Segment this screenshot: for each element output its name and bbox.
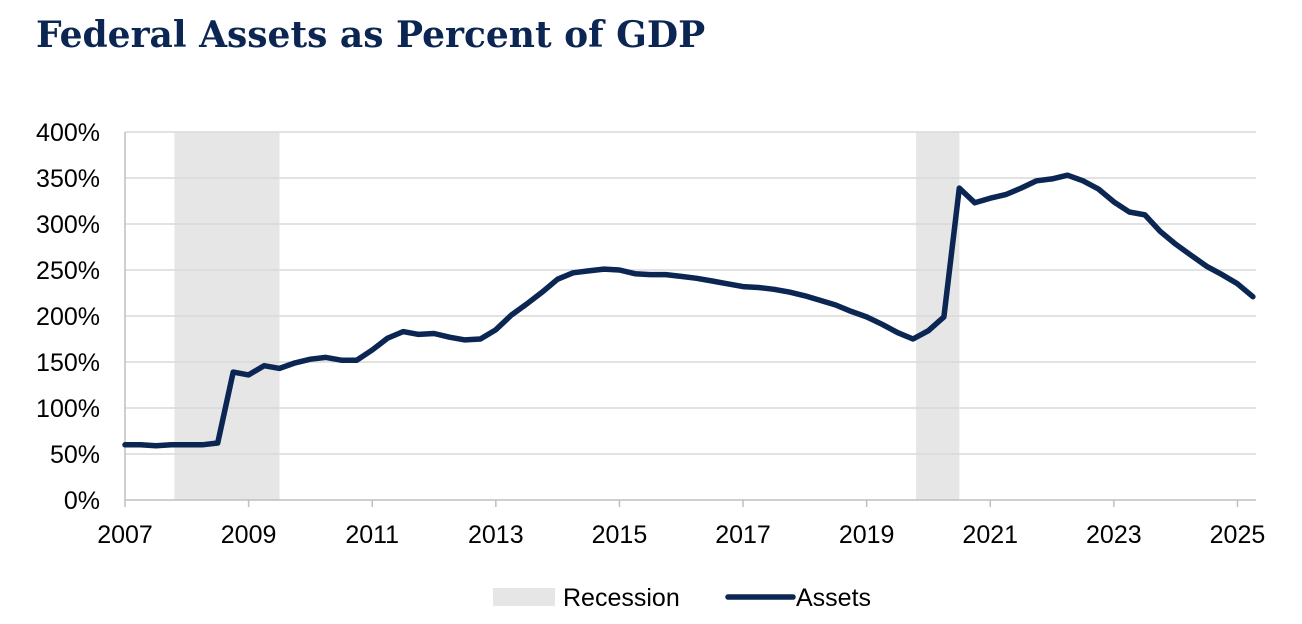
x-tick-label: 2013: [468, 521, 524, 549]
legend-recession-label: Recession: [563, 584, 680, 612]
y-tick-label: 350%: [36, 165, 100, 193]
x-tick-label: 2009: [221, 521, 277, 549]
y-tick-label: 0%: [64, 487, 100, 515]
gridlines: [125, 131, 1256, 455]
y-tick-label: 300%: [36, 211, 100, 239]
y-tick-label: 400%: [36, 119, 100, 147]
x-tick-label: 2023: [1086, 521, 1142, 549]
legend: Recession Assets: [493, 584, 871, 612]
series-layer: [122, 172, 1256, 449]
chart-title: Federal Assets as Percent of GDP: [36, 14, 706, 56]
y-tick-label: 250%: [36, 257, 100, 285]
y-tick-label: 150%: [36, 349, 100, 377]
legend-recession-swatch: [493, 588, 555, 606]
x-tick-label: 2021: [962, 521, 1018, 549]
x-tick-label: 2015: [592, 521, 648, 549]
y-tick-label: 100%: [36, 395, 100, 423]
legend-assets-label: Assets: [796, 584, 871, 612]
series-line-assets: [122, 172, 1256, 449]
x-tick-label: 2025: [1210, 521, 1266, 549]
axes: 0% 50% 100% 150% 200% 250% 300% 350% 400% 2007 200…: [36, 119, 1265, 549]
x-tick-label: 2017: [715, 521, 771, 549]
y-tick-label: 200%: [36, 303, 100, 331]
x-tick-label: 2007: [97, 521, 153, 549]
x-tick-label: 2019: [839, 521, 895, 549]
x-tick-label: 2011: [345, 521, 399, 549]
y-tick-label: 50%: [50, 441, 100, 469]
